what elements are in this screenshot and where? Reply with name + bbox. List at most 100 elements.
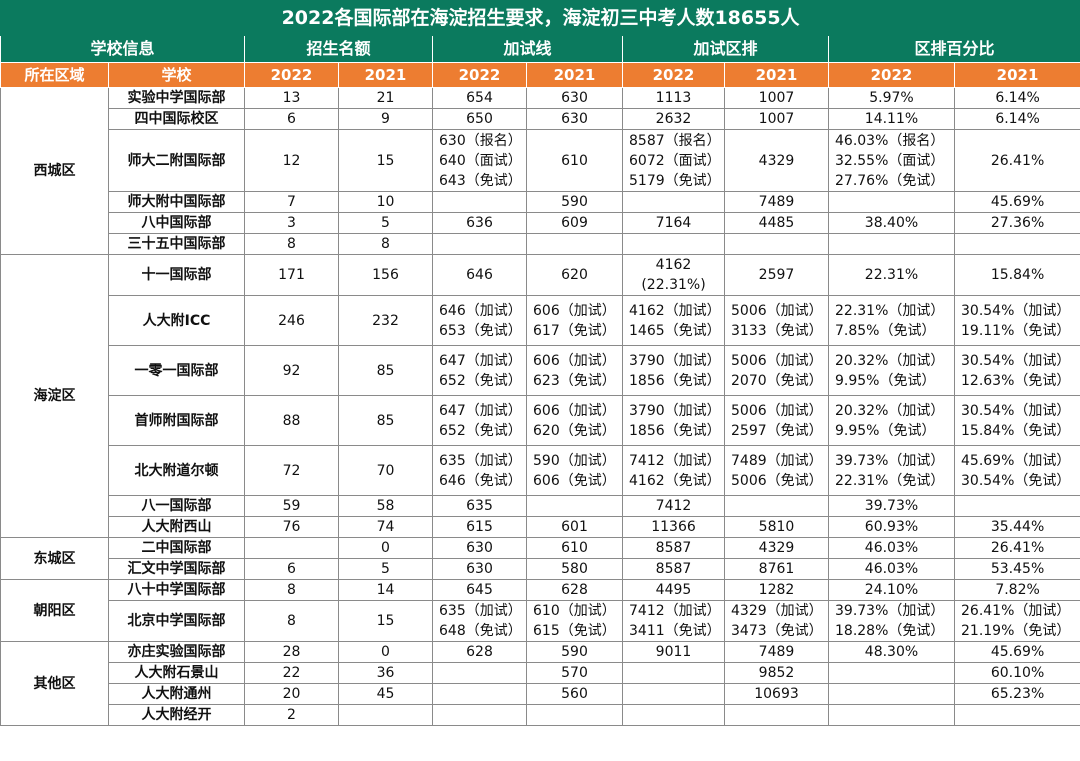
line-2021-cell: 560 <box>526 683 623 705</box>
percent-2022-line: 32.55%（面试） <box>835 152 945 169</box>
line-2021-line: 606（加试） <box>533 402 616 419</box>
percent-2022-line: 9.95%（免试） <box>835 372 936 389</box>
line-2021-cell <box>526 495 623 517</box>
rank-2021-cell: 1007 <box>724 87 829 109</box>
percent-2022-cell: 5.97% <box>828 87 955 109</box>
rank-2022-cell: 1113 <box>622 87 725 109</box>
percent-2022-cell <box>828 704 955 726</box>
line-2022-cell: 630（报名） 640（面试） 643（免试） <box>432 129 527 192</box>
quota-2021-cell: 15 <box>338 129 433 192</box>
rank-2022-line: 3790（加试） <box>629 352 721 369</box>
rank-2022-cell: 7412 <box>622 495 725 517</box>
school-name-cell: 八中国际部 <box>108 212 245 234</box>
rank-2021-line: 5006（加试） <box>731 352 823 369</box>
school-name-cell: 人大附石景山 <box>108 662 245 684</box>
rank-2021-line: 4329（加试） <box>731 603 823 619</box>
rank-2021-cell: 7489 <box>724 641 829 663</box>
percent-2022-line: 27.76%（免试） <box>835 172 945 189</box>
percent-2022-line: 20.32%（加试） <box>835 352 945 369</box>
rank-2021-cell <box>724 704 829 726</box>
region-cell: 东城区 <box>0 537 109 580</box>
line-2022-line: 635（加试） <box>439 452 522 469</box>
percent-2022-cell: 60.93% <box>828 516 955 538</box>
school-name-cell: 人大附通州 <box>108 683 245 705</box>
line-2022-cell: 635 <box>432 495 527 517</box>
table-row: 其他区 亦庄实验国际部 28 0 628 590 9011 7489 48.30% 45.69% <box>0 641 1080 726</box>
quota-2022-cell: 88 <box>244 395 339 446</box>
percent-2021-cell: 60.10% <box>953 662 1080 684</box>
region-cell: 西城区 <box>0 87 109 255</box>
quota-2021-cell: 232 <box>338 295 433 346</box>
percent-2022-cell: 14.11% <box>828 108 955 130</box>
percent-2022-cell: 22.31% <box>828 254 955 296</box>
rank-2021-line: 5006（加试） <box>731 302 823 319</box>
group-header-quota: 招生名额 <box>244 35 433 63</box>
percent-2022-cell: 24.10% <box>828 579 955 601</box>
rank-2022-line: 7412（加试） <box>629 603 721 619</box>
rank-2021-line: 7489（加试） <box>731 452 823 469</box>
table-row: 八一国际部 59 58 635 7412 39.73% <box>1 495 1080 517</box>
group-header-exam-line: 加试线 <box>432 35 623 63</box>
school-name-cell: 四中国际校区 <box>108 108 245 130</box>
line-2022-cell: 650 <box>432 108 527 130</box>
rank-2021-cell: 4329 <box>724 129 829 192</box>
percent-2021-line: 30.54%（加试） <box>961 302 1071 319</box>
rank-2021-cell: 9852 <box>724 662 829 684</box>
table-row: 四中国际校区 6 9 650 630 2632 1007 14.11% 6.14% <box>1 108 1080 130</box>
line-2022-cell: 646 <box>432 254 527 296</box>
rank-2022-cell <box>622 704 725 726</box>
rank-2022-line: 6072（面试） <box>629 152 721 169</box>
line-2022-cell: 636 <box>432 212 527 234</box>
percent-2022-cell <box>828 683 955 705</box>
percent-2022-cell: 46.03% <box>828 558 955 580</box>
school-name-cell: 汇文中学国际部 <box>108 558 245 580</box>
line-2022-cell: 630 <box>432 537 527 559</box>
line-2021-cell: 606（加试） 623（免试） <box>526 345 623 396</box>
line-2022-cell: 645 <box>432 579 527 601</box>
subheader-rank-2021: 2021 <box>724 62 829 88</box>
line-2022-cell: 635（加试） 648（免试） <box>432 600 527 642</box>
line-2021-cell: 630 <box>526 108 623 130</box>
quota-2021-cell: 58 <box>338 495 433 517</box>
quota-2022-cell: 8 <box>244 600 339 642</box>
percent-2022-line: 22.31%（加试） <box>835 302 945 319</box>
quota-2021-cell: 0 <box>338 537 433 559</box>
percent-2021-line: 45.69%（加试） <box>961 452 1071 469</box>
rank-2022-cell: 11366 <box>622 516 725 538</box>
school-name-cell: 实验中学国际部 <box>108 87 245 109</box>
quota-2022-cell: 6 <box>244 558 339 580</box>
rank-2022-cell: 4162（加试） 1465（免试） <box>622 295 725 346</box>
table-title: 2022各国际部在海淀招生要求，海淀初三中考人数18655人 <box>0 0 1080 36</box>
quota-2021-cell: 156 <box>338 254 433 296</box>
line-2021-cell: 610 <box>526 537 623 559</box>
rank-2022-cell: 7412（加试） 3411（免试） <box>622 600 725 642</box>
table-row: 人大附石景山 22 36 570 9852 60.10% <box>1 662 1080 684</box>
table-row: 师大二附国际部 12 15 630（报名） 640（面试） 643（免试） 610 8587（… <box>1 129 1080 192</box>
group-header-school-info: 学校信息 <box>0 35 245 63</box>
percent-2022-cell: 39.73%（加试） 18.28%（免试） <box>828 600 955 642</box>
percent-2021-cell: 45.69%（加试） 30.54%（免试） <box>953 445 1080 496</box>
quota-2022-cell: 20 <box>244 683 339 705</box>
admission-table: 2022各国际部在海淀招生要求，海淀初三中考人数18655人 学校信息 招生名额… <box>0 0 1080 726</box>
quota-2022-cell: 72 <box>244 445 339 496</box>
percent-2022-cell: 20.32%（加试） 9.95%（免试） <box>828 395 955 446</box>
rank-2022-cell: 8587 <box>622 558 725 580</box>
percent-2021-cell: 6.14% <box>953 108 1080 130</box>
line-2022-line: 643（免试） <box>439 172 522 189</box>
line-2021-line: 590（加试） <box>533 452 616 469</box>
percent-2022-cell: 46.03%（报名） 32.55%（面试） 27.76%（免试） <box>828 129 955 192</box>
table-row: 人大附ICC 246 232 646（加试） 653（免试） 606（加试） 617（免试）… <box>1 295 1080 346</box>
percent-2022-cell: 48.30% <box>828 641 955 663</box>
rank-2022-cell <box>622 683 725 705</box>
table-row: 首师附国际部 88 85 647（加试） 652（免试） 606（加试） 620（免试） 37… <box>1 395 1080 446</box>
rank-2021-cell: 7489 <box>724 191 829 213</box>
line-2022-cell: 647（加试） 652（免试） <box>432 395 527 446</box>
rank-2022-line: 1856（免试） <box>629 372 721 389</box>
subheader-percent-2021: 2021 <box>953 62 1080 88</box>
rank-2022-line: 3790（加试） <box>629 402 721 419</box>
rank-2021-cell: 4329（加试） 3473（免试） <box>724 600 829 642</box>
line-2021-line: 620（免试） <box>533 422 616 439</box>
rank-2022-line: 3411（免试） <box>629 623 721 639</box>
quota-2022-cell: 7 <box>244 191 339 213</box>
quota-2021-cell: 85 <box>338 345 433 396</box>
